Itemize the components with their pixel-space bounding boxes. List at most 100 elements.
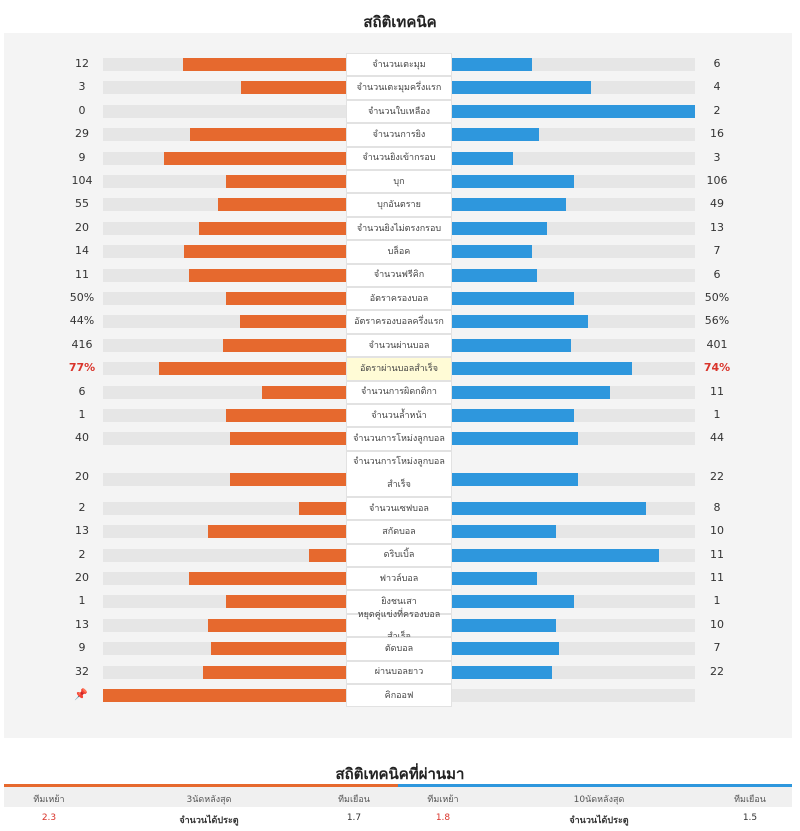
stat-label: บุก bbox=[346, 170, 452, 194]
home-track bbox=[103, 385, 348, 399]
home-track bbox=[103, 501, 348, 515]
away-value: 50% bbox=[704, 291, 730, 304]
stat-label: จำนวนการโหม่งลูกบอล bbox=[346, 427, 452, 451]
away-bar bbox=[452, 338, 572, 352]
home-value: 50% bbox=[69, 291, 95, 304]
away-value: 11 bbox=[710, 571, 724, 584]
home-bar bbox=[210, 642, 348, 656]
header-away: ทีมเยือน bbox=[338, 795, 370, 805]
stat-label: จำนวนเตะมุม bbox=[346, 53, 452, 77]
away-value: 6 bbox=[713, 267, 721, 281]
home-bar bbox=[299, 501, 348, 515]
away-bar bbox=[452, 525, 557, 539]
home-track bbox=[103, 665, 348, 679]
away-value: 74% bbox=[703, 361, 731, 375]
stat-label: จำนวนยิงเข้ากรอบ bbox=[346, 146, 452, 170]
away-track bbox=[452, 642, 695, 656]
away-value: 3 bbox=[713, 150, 721, 164]
home-track bbox=[103, 128, 348, 142]
home-track bbox=[103, 268, 348, 282]
goals-label-10: จำนวนได้ประตู bbox=[569, 816, 629, 826]
away-value: 56% bbox=[704, 314, 730, 328]
home-bar bbox=[262, 385, 348, 399]
home-track bbox=[103, 618, 348, 632]
home-bar bbox=[182, 58, 348, 71]
home-bar bbox=[240, 315, 348, 329]
home-track bbox=[103, 81, 348, 95]
away-bar bbox=[452, 432, 579, 446]
away-bar bbox=[452, 595, 574, 609]
away-bar bbox=[452, 268, 538, 282]
header-away-2: ทีมเยือน bbox=[734, 795, 766, 805]
home-goals-10: 1.8 bbox=[435, 813, 451, 823]
away-value: 49 bbox=[710, 197, 724, 211]
away-value: 1 bbox=[713, 594, 721, 608]
stat-label: อัตราผ่านบอลสำเร็จ bbox=[346, 357, 452, 381]
away-track bbox=[452, 221, 695, 235]
home-goals-3: 2.3 bbox=[41, 813, 57, 823]
away-value: 11 bbox=[710, 547, 724, 561]
home-value: 20 bbox=[75, 469, 89, 483]
away-bar bbox=[452, 81, 591, 95]
away-value: 7 bbox=[713, 641, 721, 655]
home-track bbox=[103, 245, 348, 259]
home-track bbox=[103, 472, 348, 486]
header-last-10: 10นัดหลังสุด bbox=[573, 795, 625, 805]
away-bar bbox=[452, 618, 557, 632]
away-value: 8 bbox=[713, 500, 721, 514]
away-track bbox=[452, 292, 695, 305]
away-value: 1 bbox=[713, 408, 721, 421]
history-values: 2.3 จำนวนได้ประตู 1.7 1.8 จำนวนได้ประตู … bbox=[4, 808, 792, 830]
home-track bbox=[103, 689, 348, 702]
home-bar bbox=[230, 432, 348, 446]
home-value: 104 bbox=[71, 174, 93, 187]
home-bar bbox=[188, 572, 348, 585]
home-accent-line bbox=[4, 784, 398, 787]
away-bar bbox=[452, 409, 574, 422]
away-track bbox=[452, 362, 695, 376]
home-value: 12 bbox=[75, 57, 89, 70]
home-value: 1 bbox=[78, 594, 86, 608]
away-track bbox=[452, 338, 695, 352]
home-track bbox=[103, 548, 348, 562]
away-bar bbox=[452, 665, 552, 679]
away-bar bbox=[452, 58, 533, 71]
home-value: 11 bbox=[75, 267, 89, 281]
home-bar bbox=[241, 81, 348, 95]
away-track bbox=[452, 572, 695, 585]
home-value: 14 bbox=[75, 244, 89, 258]
stat-label: หยุดคู่แข่งที่ครองบอลสำเร็จ bbox=[346, 610, 452, 642]
home-bar bbox=[225, 175, 348, 188]
home-value: 3 bbox=[78, 80, 86, 94]
home-track bbox=[103, 151, 348, 165]
away-bar bbox=[452, 292, 574, 305]
home-track bbox=[103, 595, 348, 609]
away-bar bbox=[452, 315, 589, 329]
home-value: 6 bbox=[78, 384, 86, 398]
header-last-3: 3นัดหลังสุด bbox=[186, 795, 232, 805]
home-track bbox=[103, 315, 348, 329]
home-bar bbox=[183, 245, 348, 259]
away-track bbox=[452, 689, 695, 702]
stat-label: จำนวนใบเหลือง bbox=[346, 99, 452, 124]
stat-label: จำนวนฟรีคิก bbox=[346, 263, 452, 287]
home-track bbox=[103, 572, 348, 585]
away-bar bbox=[452, 472, 579, 486]
home-track bbox=[103, 338, 348, 352]
header-home: ทีมเหย้า bbox=[33, 795, 65, 805]
home-bar bbox=[198, 221, 348, 235]
away-track bbox=[452, 595, 695, 609]
stat-label: อัตราครองบอลครึ่งแรก bbox=[346, 310, 452, 334]
home-bar bbox=[188, 268, 348, 282]
header-home-2: ทีมเหย้า bbox=[427, 795, 459, 805]
away-value: 16 bbox=[710, 127, 724, 141]
away-track bbox=[452, 268, 695, 282]
away-bar bbox=[452, 151, 513, 165]
stat-label: อัตราครองบอล bbox=[346, 287, 452, 311]
away-track bbox=[452, 472, 695, 486]
away-track bbox=[452, 432, 695, 446]
away-value: 106 bbox=[706, 174, 728, 187]
away-value: 22 bbox=[710, 664, 724, 678]
history-header: ทีมเหย้า 3นัดหลังสุด ทีมเยือน ทีมเหย้า 1… bbox=[4, 787, 792, 807]
away-value: 4 bbox=[713, 80, 721, 94]
